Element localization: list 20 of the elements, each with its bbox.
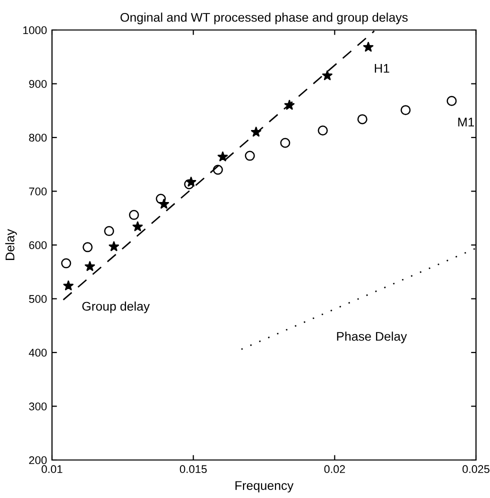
x-tick-label: 0.01 bbox=[42, 465, 62, 474]
x-tick-label: 0.015 bbox=[180, 465, 207, 474]
series-label: H1 bbox=[374, 64, 390, 73]
y-tick-label: 300 bbox=[29, 402, 47, 410]
y-tick-label: 200 bbox=[29, 456, 47, 464]
x-axis-title: Frequency bbox=[236, 481, 294, 492]
y-tick-label: 400 bbox=[28, 348, 47, 357]
chart-title: Onginal and WT processed phase and group delays bbox=[120, 12, 408, 24]
y-tick-label: 1000 bbox=[23, 26, 47, 34]
y-tick-label: 800 bbox=[29, 134, 47, 142]
x-tick-label: 0.025 bbox=[462, 465, 490, 474]
y-tick-label: 700 bbox=[29, 188, 47, 196]
x-tick-label: 0.02 bbox=[324, 465, 345, 474]
annotation: Group delay bbox=[82, 302, 150, 314]
y-tick-label: 600 bbox=[29, 241, 47, 250]
y-tick-label: 900 bbox=[29, 80, 47, 88]
annotation: Phase Delay bbox=[337, 332, 407, 344]
series-label: M1 bbox=[458, 118, 474, 126]
y-tick-label: 500 bbox=[29, 295, 47, 303]
y-axis-title: Delay bbox=[5, 229, 17, 260]
